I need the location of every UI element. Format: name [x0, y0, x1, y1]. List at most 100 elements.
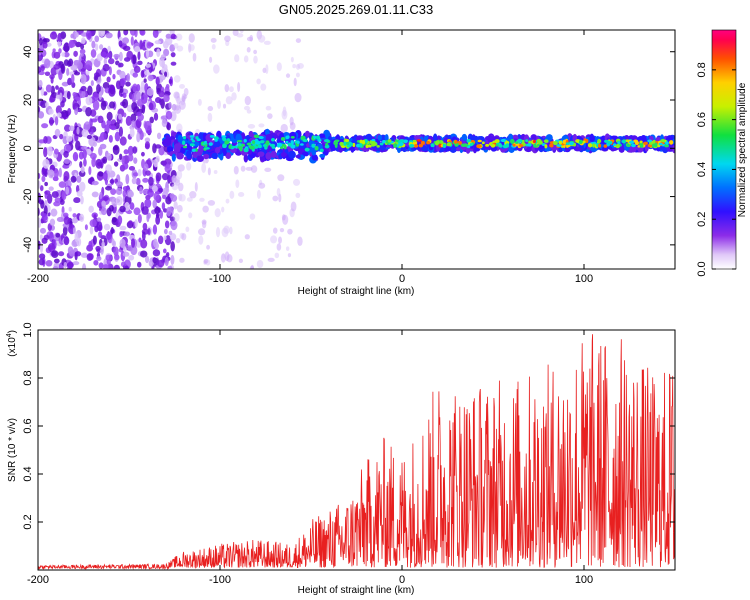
noise-speckle [225, 198, 230, 204]
noise-speckle [222, 103, 227, 109]
noise-speckle [129, 202, 135, 210]
band-hot-cell [368, 144, 372, 148]
noise-speckle [144, 198, 152, 209]
noise-speckle [103, 173, 107, 180]
noise-speckle [97, 171, 104, 177]
noise-speckle [42, 41, 48, 49]
noise-speckle [81, 128, 89, 138]
noise-speckle [133, 65, 141, 74]
noise-speckle [70, 175, 77, 183]
noise-speckle [257, 34, 266, 43]
noise-speckle [109, 179, 115, 184]
noise-speckle [72, 99, 78, 110]
noise-speckle [239, 30, 244, 34]
noise-speckle [123, 30, 129, 36]
noise-speckle [152, 257, 157, 264]
band-hot-cell [191, 148, 196, 152]
band-hot-cell [334, 139, 340, 143]
noise-speckle [44, 190, 51, 195]
noise-speckle [68, 261, 73, 269]
noise-speckle [80, 195, 84, 205]
band-hot-cell [581, 140, 586, 144]
noise-speckle [125, 115, 132, 126]
band-hot-cell [639, 143, 644, 148]
noise-speckle [244, 234, 250, 240]
band-cell [318, 133, 326, 139]
band-hot-cell [359, 139, 363, 144]
noise-speckle [276, 187, 281, 197]
noise-speckle [38, 79, 43, 88]
noise-speckle [144, 143, 150, 150]
noise-speckle [140, 239, 148, 249]
noise-speckle [130, 36, 134, 46]
noise-speckle [55, 232, 61, 238]
band-hot-cell [454, 139, 458, 144]
noise-speckle [136, 132, 141, 143]
noise-speckle [67, 246, 74, 255]
noise-speckle [72, 213, 77, 218]
band-cell [484, 135, 491, 141]
noise-speckle [146, 41, 152, 49]
noise-speckle [281, 214, 286, 221]
band-hot-cell [182, 140, 186, 145]
band-cell [421, 145, 427, 152]
noise-speckle [82, 263, 87, 269]
noise-speckle [155, 215, 161, 225]
noise-speckle [117, 215, 123, 225]
noise-speckle [211, 44, 216, 50]
noise-speckle [154, 96, 162, 104]
band-hot-cell [314, 145, 319, 151]
noise-speckle [167, 265, 173, 269]
noise-speckle [54, 128, 61, 137]
colorbar-tick-label: 0.8 [696, 62, 708, 77]
noise-speckle [281, 109, 288, 120]
snr-frame [37, 329, 676, 571]
band-cell [399, 136, 405, 141]
noise-speckle [151, 185, 158, 192]
noise-speckle [185, 226, 190, 233]
noise-speckle [83, 158, 87, 167]
noise-speckle [145, 170, 151, 176]
noise-speckle [54, 197, 61, 203]
noise-speckle [41, 237, 48, 244]
x-tick-label: -200 [27, 273, 49, 285]
noise-speckle [50, 208, 58, 217]
noise-speckle [90, 30, 95, 34]
noise-speckle [88, 205, 94, 213]
noise-speckle [68, 39, 74, 49]
noise-speckle [90, 146, 94, 152]
band-hot-cell [339, 141, 344, 146]
noise-speckle [181, 233, 187, 241]
noise-speckle [132, 54, 137, 65]
noise-speckle [142, 177, 149, 183]
noise-speckle [95, 245, 101, 252]
noise-speckle [91, 191, 99, 198]
noise-speckle [75, 41, 82, 48]
noise-speckle [179, 84, 185, 89]
noise-speckle [297, 236, 303, 246]
noise-speckle [157, 259, 165, 268]
noise-speckle [132, 83, 138, 93]
snr-x-axis-label: Height of straight line (km) [298, 585, 415, 596]
noise-speckle [207, 112, 213, 123]
noise-speckle [129, 128, 135, 138]
noise-speckle [132, 172, 139, 177]
noise-speckle [47, 212, 51, 217]
noise-speckle [137, 168, 142, 177]
noise-speckle [132, 72, 139, 78]
band-hot-cell [365, 144, 370, 149]
noise-speckle [80, 85, 87, 92]
band-hot-cell [194, 148, 198, 152]
noise-speckle [81, 145, 88, 151]
band-hot-cell [654, 142, 658, 148]
band-hot-cell [249, 145, 255, 150]
band-hot-cell [430, 143, 435, 148]
band-hot-cell [324, 144, 330, 149]
y-tick-label: 0.2 [22, 514, 34, 529]
noise-speckle [135, 177, 141, 186]
band-hot-cell [505, 143, 510, 148]
noise-speckle [103, 223, 111, 231]
band-hot-cell [512, 143, 516, 147]
noise-speckle [119, 205, 126, 213]
noise-speckle [201, 219, 207, 225]
